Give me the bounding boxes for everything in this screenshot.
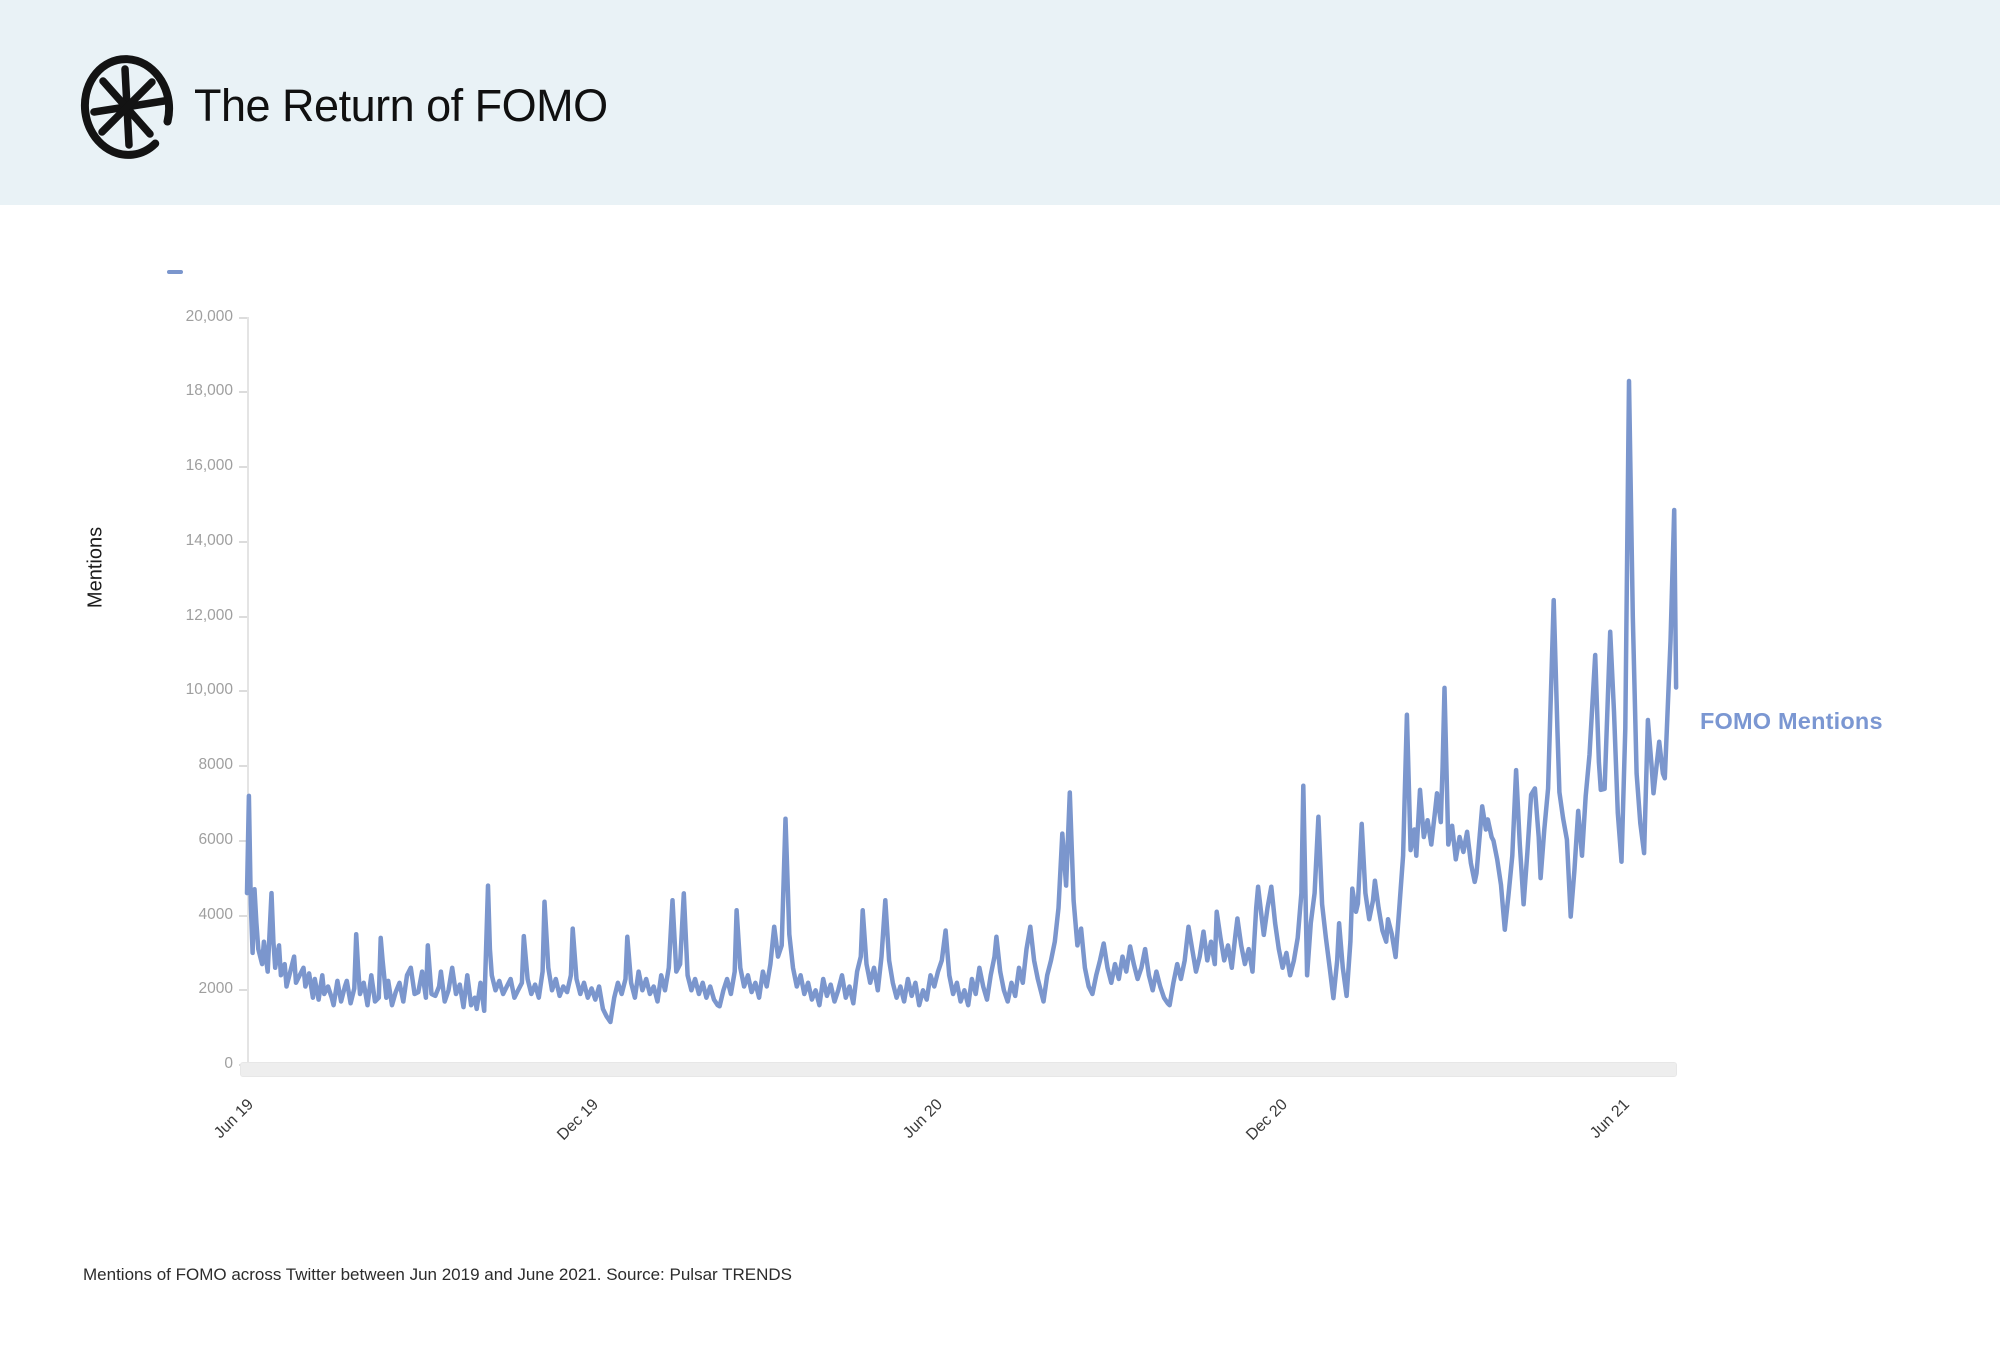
y-tick-mark: [239, 615, 247, 618]
y-tick-mark: [239, 765, 247, 767]
y-tick-mark: [239, 914, 247, 917]
y-tick-mark: [239, 839, 247, 842]
y-tick-mark: [239, 690, 247, 693]
legend-line-swatch: [167, 270, 183, 274]
y-tick-label: 6000: [198, 830, 233, 848]
series-label: FOMO Mentions: [1700, 708, 1883, 734]
y-tick-mark: [239, 989, 247, 992]
y-tick-label: 20,000: [185, 307, 233, 325]
y-tick-label: 14,000: [185, 531, 233, 549]
chart-caption: Mentions of FOMO across Twitter between …: [83, 1265, 793, 1284]
y-tick-mark: [239, 391, 247, 394]
y-tick-label: 4000: [198, 905, 233, 923]
page-title: The Return of FOMO: [194, 80, 608, 131]
y-tick-mark: [239, 540, 247, 543]
asterisk-circle-logo-icon: [80, 55, 174, 159]
y-tick-label: 8000: [198, 756, 233, 773]
x-axis-scroll-track[interactable]: [240, 1062, 1677, 1077]
y-tick-label: 12,000: [185, 606, 233, 624]
y-tick-label: 0: [224, 1055, 233, 1072]
header-bar: The Return of FOMO: [0, 0, 2000, 205]
y-tick-label: 16,000: [185, 457, 233, 474]
y-axis-line: [247, 317, 249, 1065]
fomo-mentions-line: [244, 378, 1679, 1025]
y-tick-label: 18,000: [185, 382, 233, 400]
y-tick-mark: [239, 316, 247, 319]
y-tick-label: 10,000: [185, 681, 233, 699]
y-tick-label: 2000: [198, 980, 233, 998]
y-tick-mark: [239, 466, 247, 468]
